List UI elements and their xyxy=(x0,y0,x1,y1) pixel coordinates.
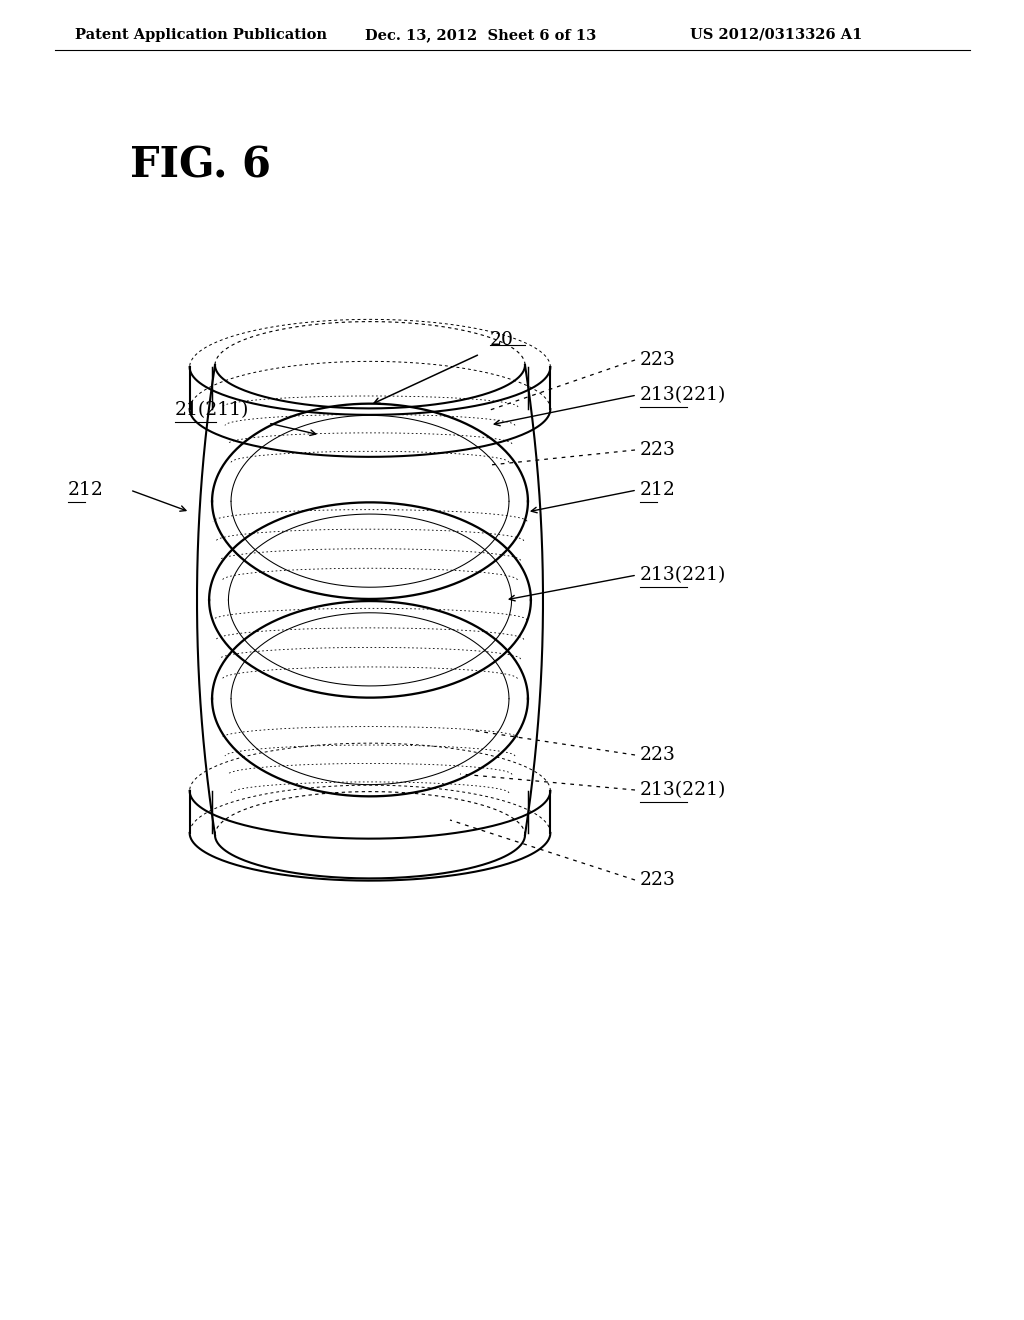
Text: Dec. 13, 2012  Sheet 6 of 13: Dec. 13, 2012 Sheet 6 of 13 xyxy=(365,28,596,42)
Text: 212: 212 xyxy=(68,480,103,499)
Text: US 2012/0313326 A1: US 2012/0313326 A1 xyxy=(690,28,862,42)
Text: 223: 223 xyxy=(640,871,676,888)
Text: 20: 20 xyxy=(490,331,514,348)
Text: 223: 223 xyxy=(640,746,676,764)
Text: 223: 223 xyxy=(640,441,676,459)
Text: 223: 223 xyxy=(640,351,676,370)
Text: 213(221): 213(221) xyxy=(640,781,726,799)
Text: 21(211): 21(211) xyxy=(175,401,250,418)
Text: 213(221): 213(221) xyxy=(640,566,726,583)
Text: FIG. 6: FIG. 6 xyxy=(130,144,271,186)
Text: 213(221): 213(221) xyxy=(640,385,726,404)
Text: 212: 212 xyxy=(640,480,676,499)
Text: Patent Application Publication: Patent Application Publication xyxy=(75,28,327,42)
